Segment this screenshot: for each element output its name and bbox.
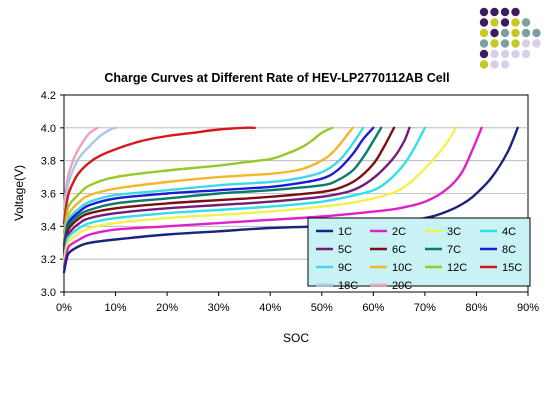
decor-dot (490, 49, 499, 59)
series-line-15c (62, 126, 256, 225)
series-line-2c (62, 126, 483, 269)
series-line-7c (62, 126, 383, 251)
legend-label: 4C (502, 226, 516, 238)
y-tick-label: 3.8 (41, 156, 56, 168)
decor-dot (500, 60, 510, 69)
decor-dot (500, 18, 510, 27)
x-tick-label: 50% (311, 302, 333, 314)
legend-label: 6C (392, 244, 406, 256)
legend: 1C 2C 3C 4C 5C 6C 7C 8C 9C 10C 12C 15C 18C 20C (307, 217, 531, 292)
x-axis-label: SOC (283, 331, 309, 345)
decor-dot (521, 18, 531, 27)
series-line-4c (62, 126, 427, 261)
legend-label: 12C (447, 262, 467, 274)
series-line-9c (62, 126, 365, 244)
y-axis-label: Voltage(V) (12, 165, 26, 221)
decor-dot (500, 39, 510, 48)
legend-label: 3C (447, 226, 461, 238)
decor-dot (521, 49, 531, 59)
y-tick-label: 4.2 (41, 90, 56, 102)
legend-label: 1C (338, 226, 352, 238)
legend-label: 2C (392, 226, 406, 238)
series-line-6c (62, 126, 396, 254)
decor-dot (490, 18, 499, 27)
legend-label: 18C (338, 280, 358, 292)
series-line-8c (62, 126, 375, 248)
decor-dot (479, 49, 489, 59)
legend-label: 8C (502, 244, 516, 256)
decor-dot (511, 28, 520, 38)
y-tick-label: 3.4 (41, 221, 56, 233)
chart-title: Charge Curves at Different Rate of HEV-L… (104, 71, 449, 85)
decorative-dots-logo (479, 7, 541, 69)
legend-label: 5C (338, 244, 352, 256)
legend-label: 10C (392, 262, 412, 274)
x-tick-label: 20% (156, 302, 178, 314)
x-tick-label: 10% (105, 302, 127, 314)
x-tick-label: 70% (414, 302, 436, 314)
series-line-12c (62, 126, 334, 235)
y-axis-ticks: 3.0 3.2 3.4 3.6 3.8 4.0 4.2 (41, 90, 64, 299)
legend-box (307, 217, 531, 287)
decor-dot (479, 60, 489, 69)
series-line-10c (62, 126, 354, 241)
decor-dot (511, 39, 520, 48)
decor-dot (532, 39, 541, 48)
decor-dot (521, 28, 531, 38)
decor-dot (490, 60, 499, 69)
decor-dot (521, 39, 531, 48)
legend-label: 15C (502, 262, 522, 274)
y-tick-label: 4.0 (41, 123, 56, 135)
series-lines (62, 126, 519, 274)
decor-dot (479, 18, 489, 27)
series-line-18c (62, 126, 117, 218)
decor-dot (511, 49, 520, 59)
x-axis-ticks: 0% 10% 20% 30% 40% 50% 60% 70% 80% 90% (56, 292, 539, 314)
series-line-1c (62, 126, 519, 274)
x-tick-label: 30% (208, 302, 230, 314)
y-tick-label: 3.2 (41, 254, 56, 266)
decor-dot (511, 18, 520, 27)
dot-grid (479, 7, 541, 69)
decor-dot (511, 7, 520, 17)
y-tick-label: 3.6 (41, 189, 56, 201)
series-line-20c (62, 126, 99, 212)
decor-dot (500, 49, 510, 59)
y-tick-label: 3.0 (41, 287, 56, 299)
legend-label: 7C (447, 244, 461, 256)
decor-dot (479, 39, 489, 48)
decor-dot (490, 39, 499, 48)
decor-dot (532, 28, 541, 38)
series-line-5c (62, 126, 411, 258)
decor-dot (490, 7, 499, 17)
x-tick-label: 80% (465, 302, 487, 314)
legend-label: 9C (338, 262, 352, 274)
legend-label: 20C (392, 280, 412, 292)
decor-dot (490, 28, 499, 38)
x-tick-label: 40% (259, 302, 281, 314)
decor-dot (500, 28, 510, 38)
x-tick-label: 60% (362, 302, 384, 314)
decor-dot (479, 28, 489, 38)
x-tick-label: 0% (56, 302, 72, 314)
series-line-3c (62, 126, 457, 264)
x-tick-label: 90% (517, 302, 539, 314)
decor-dot (500, 7, 510, 17)
decor-dot (479, 7, 489, 17)
